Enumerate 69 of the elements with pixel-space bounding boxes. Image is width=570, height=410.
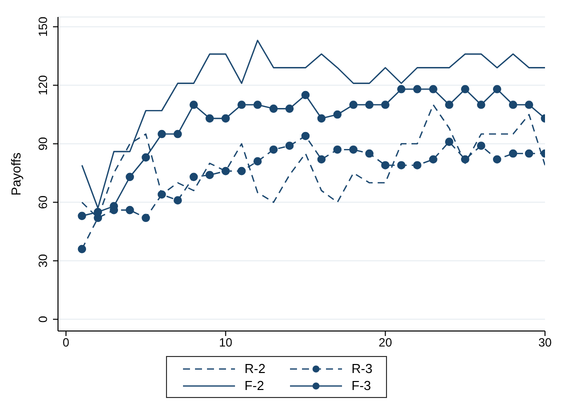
- x-tick-label: 0: [62, 336, 70, 350]
- x-tick-label: 30: [538, 336, 552, 350]
- point: [413, 161, 422, 170]
- point: [301, 90, 310, 100]
- point: [301, 132, 310, 140]
- point: [413, 85, 422, 94]
- point: [190, 172, 198, 182]
- y-tick-label: 30: [36, 254, 50, 268]
- legend-label: F-2: [244, 378, 264, 393]
- y-tick-label: 150: [36, 16, 50, 37]
- point: [508, 149, 518, 158]
- point: [365, 149, 374, 158]
- legend-label: F-3: [352, 378, 371, 393]
- point: [492, 155, 502, 164]
- point: [333, 110, 342, 119]
- point: [476, 100, 486, 109]
- point: [142, 214, 150, 222]
- point: [126, 172, 134, 182]
- point: [524, 149, 534, 158]
- point: [142, 153, 150, 162]
- point: [349, 145, 358, 154]
- y-tick-label: 60: [36, 195, 50, 209]
- point: [78, 212, 86, 220]
- point: [269, 104, 278, 113]
- y-tick-label: 0: [36, 316, 50, 323]
- point: [445, 138, 454, 146]
- point: [78, 244, 86, 254]
- point: [253, 157, 262, 166]
- point: [158, 130, 166, 138]
- point: [237, 166, 246, 176]
- point: [317, 155, 326, 164]
- point: [206, 170, 214, 180]
- point: [508, 100, 518, 109]
- point: [461, 155, 470, 164]
- point: [269, 145, 278, 154]
- point: [492, 85, 502, 94]
- legend-label: R-2: [244, 361, 266, 376]
- point: [237, 100, 246, 109]
- point: [524, 100, 534, 109]
- y-tick-label: 90: [36, 136, 50, 150]
- point: [158, 190, 166, 199]
- y-axis-title: Payoffs: [8, 152, 24, 196]
- point: [429, 85, 438, 94]
- point: [206, 114, 214, 123]
- point: [365, 100, 374, 109]
- legend-label: R-3: [352, 361, 372, 376]
- point: [174, 130, 182, 138]
- point: [285, 142, 294, 150]
- point: [429, 155, 438, 164]
- point: [333, 145, 342, 154]
- point: [317, 114, 326, 123]
- point: [190, 100, 198, 109]
- point: [397, 85, 406, 94]
- point: [285, 104, 294, 113]
- point: [174, 196, 182, 204]
- x-tick-label: 20: [378, 336, 392, 350]
- point: [222, 114, 230, 123]
- point: [476, 142, 486, 150]
- point: [381, 100, 390, 109]
- point: [381, 161, 390, 170]
- point: [397, 161, 406, 170]
- point: [222, 166, 230, 176]
- x-tick-label: 10: [218, 336, 233, 350]
- point: [445, 100, 454, 109]
- point: [461, 85, 470, 94]
- y-tick-label: 120: [36, 74, 50, 96]
- point: [253, 100, 262, 109]
- point: [349, 100, 358, 109]
- point: [126, 206, 134, 214]
